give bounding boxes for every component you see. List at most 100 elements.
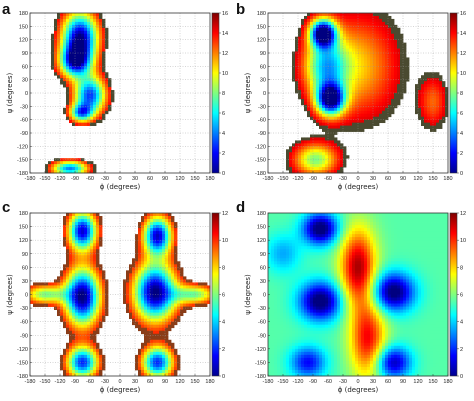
heat-cell [69,57,73,61]
heat-cell [349,84,353,88]
heat-cell [292,294,296,298]
x-tick-label: 120 [175,379,184,385]
heat-cell [111,95,115,100]
heat-cell [180,285,184,289]
heat-cell [319,57,323,61]
heat-cell [346,66,350,70]
heat-cell [271,315,275,320]
heat-cell [343,122,347,126]
heat-cell [84,285,88,289]
heat-cell [153,240,157,244]
heat-cell [274,294,278,298]
heat-cell [298,45,302,49]
heat-cell [283,228,287,232]
heat-cell [283,348,287,353]
heat-cell [69,161,73,165]
heat-cell [177,264,181,268]
heat-cell [90,234,94,238]
heat-cell [72,18,76,23]
heat-cell [379,30,383,35]
heat-cell [301,24,305,29]
heat-cell [385,30,389,35]
heat-cell [189,303,193,307]
heatmap-cells [268,213,449,377]
heat-cell [177,357,181,362]
heat-cell [171,321,175,326]
heat-cell [63,267,67,271]
heat-cell [126,279,130,283]
heat-cell [421,84,425,88]
heat-cell [141,237,145,241]
heat-cell [60,57,64,61]
heat-cell [343,146,347,150]
heat-cell [316,66,320,70]
heat-cell [364,13,368,17]
heat-cell [307,164,311,168]
heat-cell [277,306,281,310]
heat-cell [343,72,347,76]
heat-cell [45,294,49,298]
heat-cell [93,13,97,17]
heat-cell [295,143,299,147]
heat-cell [271,345,275,350]
heat-cell [126,300,130,304]
heat-cell [340,98,344,103]
heat-cell [292,291,296,295]
heat-cell [102,51,106,55]
heat-cell [150,321,154,326]
heat-cell [66,255,70,259]
heat-cell [388,39,392,44]
heat-cell [171,231,175,235]
heat-cell [99,234,103,238]
heat-cell [310,27,314,32]
heat-cell [334,69,338,73]
heat-cell [72,294,76,298]
heat-cell [63,318,67,323]
heat-cell [337,69,341,73]
heat-cell [87,303,91,307]
heat-cell [78,372,82,377]
heat-cell [337,60,341,64]
heat-cell [153,297,157,301]
heat-cell [138,228,142,232]
heat-cell [168,276,172,280]
heat-cell [171,357,175,362]
heat-cell [445,107,449,112]
heat-cell [289,315,293,320]
heat-cell [292,267,296,271]
y-tick-label: -60 [20,118,28,124]
heat-cell [87,282,91,286]
heat-cell [87,366,91,371]
heat-cell [331,39,335,44]
heat-cell [433,113,437,118]
heat-cell [63,240,67,244]
heat-cell [147,285,151,289]
heat-cell [328,45,332,49]
heat-cell [379,13,383,17]
heat-cell [397,95,401,100]
heat-cell [286,339,290,344]
heat-cell [153,309,157,314]
heat-cell [439,87,443,91]
heat-cell [349,101,353,106]
heat-cell [144,219,148,223]
heat-cell [75,51,79,55]
heat-cell [93,318,97,323]
heat-cell [313,24,317,29]
heat-cell [376,30,380,35]
heat-cell [373,78,377,82]
heat-cell [87,66,91,70]
heat-cell [325,152,329,156]
heat-cell [421,95,425,100]
heat-cell [69,33,73,38]
heat-cell [391,30,395,35]
heat-cell [153,258,157,262]
heat-cell [295,363,299,368]
heat-cell [87,95,91,100]
heat-cell [78,270,82,274]
heat-cell [96,234,100,238]
heat-cell [358,39,362,44]
heat-cell [289,318,293,323]
colorbar-tick-label: 4 [222,320,225,326]
heat-cell [141,303,145,307]
